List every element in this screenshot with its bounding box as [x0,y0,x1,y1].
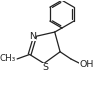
Text: S: S [42,63,48,72]
Text: CH₃: CH₃ [0,54,16,63]
Text: N: N [29,32,36,41]
Text: OH: OH [80,60,94,69]
